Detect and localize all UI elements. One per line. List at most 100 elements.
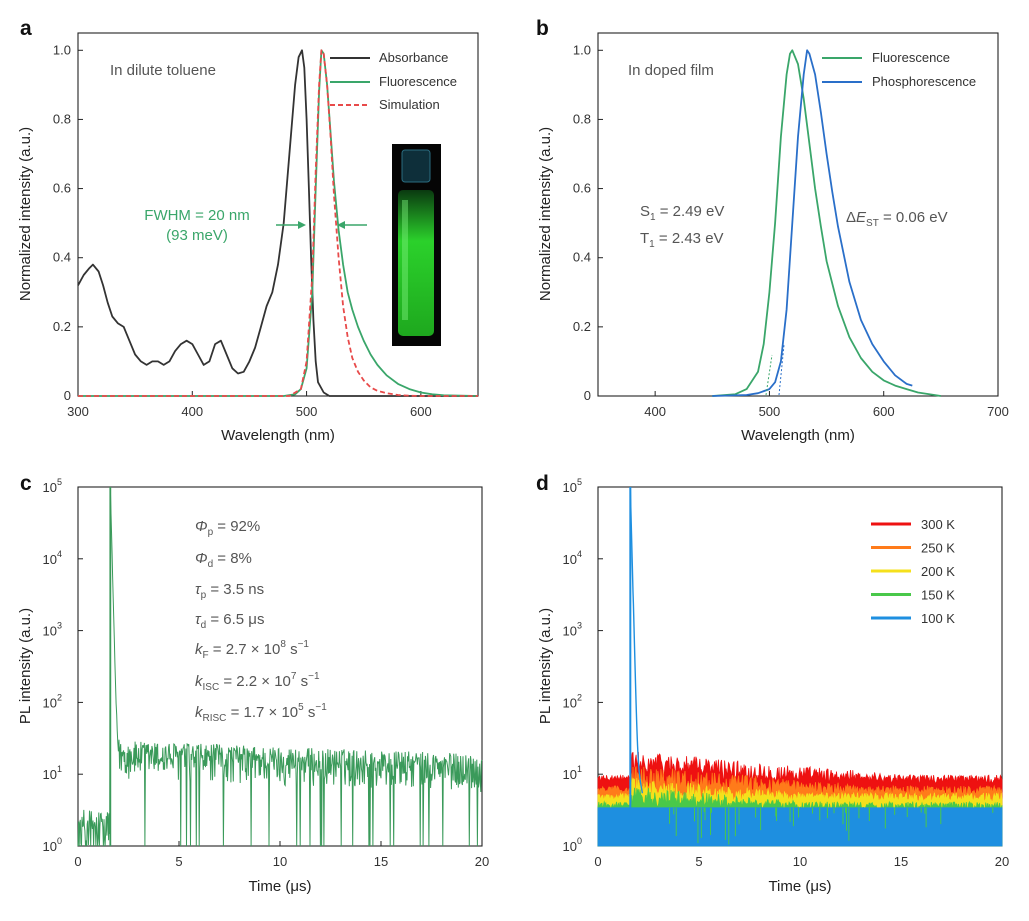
x-tick-label: 300	[67, 404, 89, 419]
x-tick-label: 5	[175, 854, 182, 869]
x-tick-label: 400	[181, 404, 203, 419]
legend-b: Fluorescence Phosphorescence	[822, 50, 976, 89]
fwhm-arrowhead-right	[337, 221, 345, 229]
y-tick-label: 1.0	[573, 42, 591, 57]
tau-p-annotation: τp = 3.5 ns	[195, 581, 264, 601]
series-d	[597, 486, 1003, 847]
y-tick-label: 0.2	[53, 319, 71, 334]
axes-frame-c	[77, 486, 483, 847]
fwhm-annotation: FWHM = 20 nm (93 meV)	[144, 207, 367, 244]
y-tick-label: 104	[563, 549, 582, 567]
vial-photo	[392, 144, 441, 346]
y-tick-label: 101	[43, 764, 62, 782]
y-tick-label: 0.2	[573, 319, 591, 334]
y-tick-label: 101	[563, 764, 582, 782]
legend-label-phosphorescence: Phosphorescence	[872, 74, 976, 89]
y-tick-label: 100	[43, 836, 62, 854]
y-tick-label: 1.0	[53, 42, 71, 57]
y-tick-label: 102	[43, 692, 62, 710]
x-tick-label: 500	[759, 404, 781, 419]
ticks-b: 400 500 600 700 0 0.2 0.4 0.6 0.8 1.0	[573, 42, 1009, 419]
x-tick-label: 400	[644, 404, 666, 419]
panel-a: a 300 400 500 600 0 0.2 0.4 0.6 0.8 1.0 Normalize…	[17, 17, 479, 444]
legend-label-150k: 150 K	[921, 588, 955, 603]
y-axis-label-c: PL intensity (a.u.)	[17, 608, 34, 724]
series-line-fluorescence	[712, 49, 942, 397]
x-tick-label: 15	[894, 854, 908, 869]
y-tick-label: 0.4	[573, 250, 591, 265]
title-a: In dilute toluene	[110, 62, 216, 79]
panel-label-a: a	[20, 17, 32, 40]
panel-label-c: c	[20, 472, 32, 495]
y-axis-label-a: Normalized intensity (a.u.)	[17, 127, 34, 301]
panel-b: b 400 500 600 700 0 0.2 0.4 0.6 0.8 1.0 Normalize…	[536, 17, 1009, 444]
legend-label-250k: 250 K	[921, 541, 955, 556]
phi-d-annotation: Φd = 8%	[195, 550, 252, 570]
series-line-pl-decay	[77, 486, 483, 847]
panel-d: d 0 5 10 15 20 100 101 102 103 104 105 PL intensit…	[536, 472, 1009, 895]
krisc-annotation: kRISC = 1.7 × 105 s−1	[195, 702, 327, 724]
series-area-100k	[597, 807, 1003, 847]
legend-label-100k: 100 K	[921, 611, 955, 626]
y-tick-label: 105	[563, 477, 582, 495]
x-tick-label: 10	[793, 854, 807, 869]
x-axis-label-b: Wavelength (nm)	[741, 427, 855, 444]
legend-label-fluorescence-b: Fluorescence	[872, 50, 950, 65]
axes-frame-b	[597, 32, 999, 397]
x-tick-label: 0	[74, 854, 81, 869]
y-tick-label: 0.8	[53, 111, 71, 126]
x-tick-label: 600	[410, 404, 432, 419]
series-line-phosphorescence	[712, 49, 913, 397]
x-axis-label-a: Wavelength (nm)	[221, 427, 335, 444]
x-tick-label: 600	[873, 404, 895, 419]
kf-annotation: kF = 2.7 × 108 s−1	[195, 639, 309, 661]
legend-label-absorbance: Absorbance	[379, 50, 448, 65]
series-line-absorbance	[77, 49, 478, 397]
legend-a: Absorbance Fluorescence Simulation	[330, 50, 457, 112]
legend-label-200k: 200 K	[921, 564, 955, 579]
y-tick-label: 0.6	[573, 181, 591, 196]
x-tick-label: 0	[594, 854, 601, 869]
x-axis-label-d: Time (μs)	[768, 878, 831, 895]
series-c	[77, 486, 483, 847]
fwhm-text: FWHM = 20 nm	[144, 207, 249, 224]
tau-d-annotation: τd = 6.5 μs	[195, 611, 264, 631]
dest-annotation: ΔEST = 0.06 eV	[846, 209, 948, 229]
y-tick-label: 0.6	[53, 181, 71, 196]
y-axis-label-d: PL intensity (a.u.)	[537, 608, 554, 724]
s1-annotation: S1 = 2.49 eV	[640, 203, 724, 223]
y-tick-label: 103	[43, 621, 62, 639]
x-tick-label: 15	[374, 854, 388, 869]
onset-tangent-t1	[778, 344, 785, 396]
fwhm-arrowhead-left	[298, 221, 306, 229]
phi-p-annotation: Φp = 92%	[195, 518, 260, 538]
t1-annotation: T1 = 2.43 eV	[640, 230, 724, 250]
legend-label-300k: 300 K	[921, 517, 955, 532]
x-axis-label-c: Time (μs)	[248, 878, 311, 895]
pl-peak-tail-d	[629, 486, 644, 794]
x-tick-label: 500	[296, 404, 318, 419]
panel-label-d: d	[536, 472, 549, 495]
x-tick-label: 5	[695, 854, 702, 869]
x-tick-label: 20	[995, 854, 1009, 869]
fwhm-energy-text: (93 meV)	[166, 227, 228, 244]
legend-d: 300 K 250 K 200 K 150 K 100 K	[871, 517, 955, 626]
panel-label-b: b	[536, 17, 549, 40]
series-a	[77, 49, 479, 397]
y-tick-label: 0.4	[53, 250, 71, 265]
title-b: In doped film	[628, 62, 714, 79]
panel-c: c 0 5 10 15 20 100 101 102 103 104 105 PL intensit…	[17, 472, 489, 895]
legend-label-simulation: Simulation	[379, 97, 440, 112]
y-tick-label: 102	[563, 692, 582, 710]
y-tick-label: 0.8	[573, 111, 591, 126]
y-tick-label: 100	[563, 836, 582, 854]
y-tick-label: 105	[43, 477, 62, 495]
y-tick-label: 0	[584, 388, 591, 403]
kinetics-annotations: Φp = 92% Φd = 8% τp = 3.5 ns τd = 6.5 μs…	[195, 518, 327, 724]
y-tick-label: 104	[43, 549, 62, 567]
x-tick-label: 20	[475, 854, 489, 869]
x-tick-label: 700	[987, 404, 1009, 419]
y-axis-label-b: Normalized intensity (a.u.)	[537, 127, 554, 301]
x-tick-label: 10	[273, 854, 287, 869]
